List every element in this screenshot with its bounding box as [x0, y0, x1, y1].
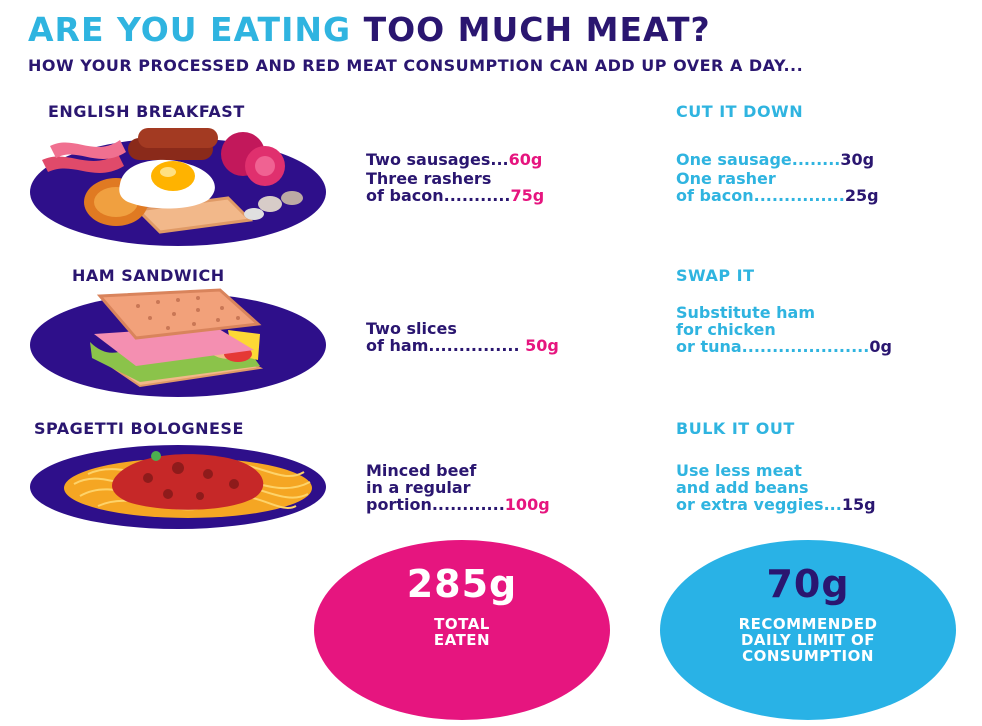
- tip-title-cut-it-down: CUT IT DOWN: [676, 102, 803, 121]
- tip-value: 25g: [845, 186, 879, 205]
- item-two-sausages: Two sausages...60g: [366, 151, 542, 168]
- total-value: 285g: [314, 562, 610, 606]
- spaghetti-bolognese-icon: [28, 444, 328, 530]
- item-text-line1: Minced beef: [366, 462, 550, 479]
- meal-name-ham-sandwich: HAM SANDWICH: [72, 266, 225, 285]
- title-part-1: ARE YOU EATING: [28, 10, 351, 49]
- tip-value: 30g: [840, 150, 874, 169]
- item-text-line2: of ham...............: [366, 336, 520, 355]
- tip-text-line2: for chicken: [676, 321, 892, 338]
- tip-substitute-ham: Substitute ham for chicken or tuna......…: [676, 304, 892, 355]
- tip-text-line2: and add beans: [676, 479, 876, 496]
- recommended-label-line3: CONSUMPTION: [660, 648, 956, 664]
- title-part-2: TOO MUCH MEAT?: [364, 10, 711, 49]
- tip-value: 15g: [842, 495, 876, 514]
- tip-use-less-meat: Use less meat and add beans or extra veg…: [676, 462, 876, 513]
- tip-one-rasher: One rasher of bacon...............25g: [676, 170, 879, 204]
- tip-title-bulk-it-out: BULK IT OUT: [676, 419, 795, 438]
- item-text: Two sausages...: [366, 150, 509, 169]
- tip-one-sausage: One sausage........30g: [676, 151, 874, 168]
- page-subtitle: HOW YOUR PROCESSED AND RED MEAT CONSUMPT…: [28, 58, 928, 73]
- item-text-line3: portion............: [366, 495, 505, 514]
- total-label-line2: EATEN: [314, 632, 610, 648]
- item-text-line2: of bacon...........: [366, 186, 511, 205]
- tip-text-line1: One rasher: [676, 170, 879, 187]
- item-three-rashers: Three rashers of bacon...........75g: [366, 170, 544, 204]
- page-title: ARE YOU EATING TOO MUCH MEAT?: [28, 10, 711, 49]
- item-two-slices-of-ham: Two slices of ham............... 50g: [366, 320, 559, 354]
- tip-value: 0g: [869, 337, 892, 356]
- english-breakfast-icon: [28, 128, 328, 248]
- tip-text: One sausage........: [676, 150, 840, 169]
- item-text-line1: Three rashers: [366, 170, 544, 187]
- tip-text-line3: or extra veggies...: [676, 495, 842, 514]
- item-value: 60g: [509, 150, 543, 169]
- item-value: 50g: [525, 336, 559, 355]
- item-value: 75g: [511, 186, 545, 205]
- ham-sandwich-icon: [28, 290, 328, 400]
- meal-name-spaghetti-bolognese: SPAGETTI BOLOGNESE: [34, 419, 244, 438]
- recommended-label-line2: DAILY LIMIT OF: [660, 632, 956, 648]
- total-label-line1: TOTAL: [314, 616, 610, 632]
- recommended-value: 70g: [660, 562, 956, 606]
- item-minced-beef: Minced beef in a regular portion........…: [366, 462, 550, 513]
- tip-text-line2: of bacon...............: [676, 186, 845, 205]
- item-value: 100g: [505, 495, 550, 514]
- item-text-line1: Two slices: [366, 320, 559, 337]
- tip-text-line1: Substitute ham: [676, 304, 892, 321]
- item-text-line2: in a regular: [366, 479, 550, 496]
- meal-name-english-breakfast: ENGLISH BREAKFAST: [48, 102, 245, 121]
- tip-text-line1: Use less meat: [676, 462, 876, 479]
- recommended-limit-circle: 70g RECOMMENDED DAILY LIMIT OF CONSUMPTI…: [660, 540, 956, 720]
- tip-title-swap-it: SWAP IT: [676, 266, 755, 285]
- total-eaten-circle: 285g TOTAL EATEN: [314, 540, 610, 720]
- tip-text-line3: or tuna.....................: [676, 337, 869, 356]
- recommended-label-line1: RECOMMENDED: [660, 616, 956, 632]
